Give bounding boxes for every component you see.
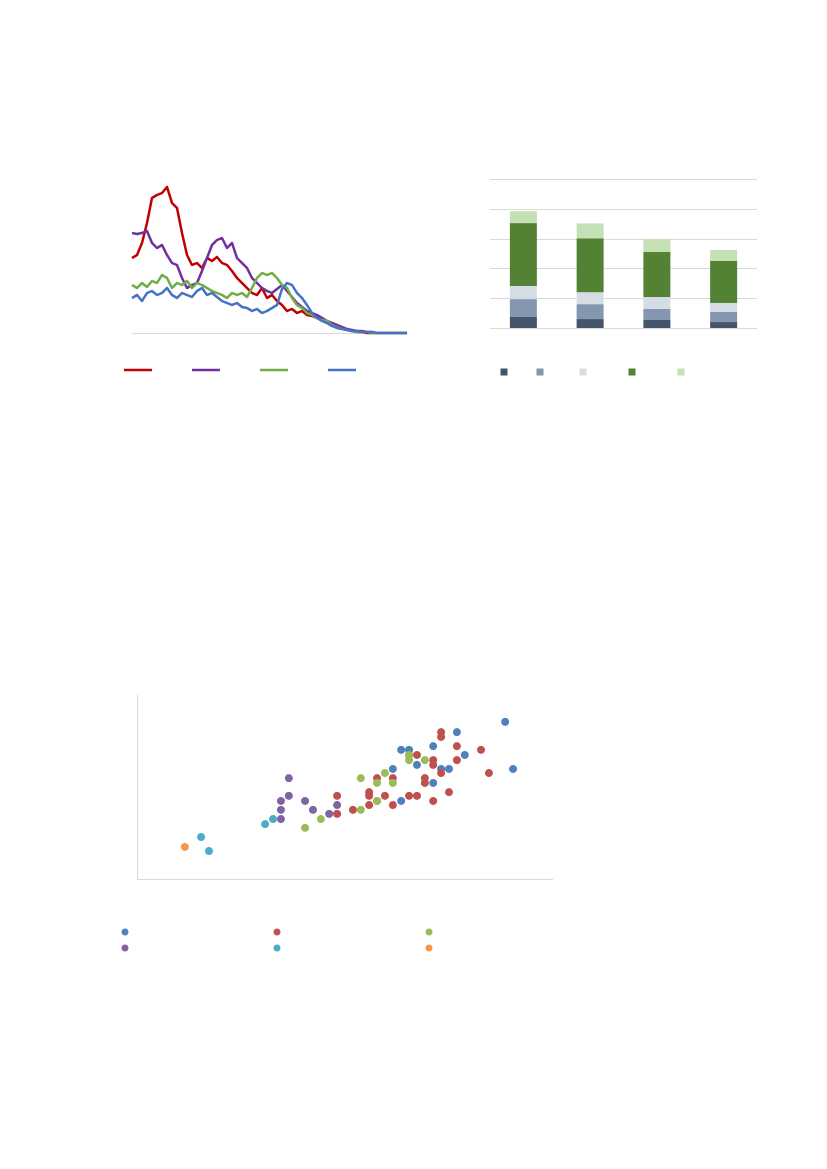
scatter-point xyxy=(477,745,486,754)
scatter-point xyxy=(308,805,317,814)
scatter-point xyxy=(333,791,342,800)
scatter-point xyxy=(397,745,406,754)
scatter-point xyxy=(437,769,446,778)
scatter-point xyxy=(452,742,461,751)
scatter-point xyxy=(420,778,429,787)
legend-swatch xyxy=(121,944,129,952)
scatter-point xyxy=(197,833,206,842)
bar-segment xyxy=(710,249,738,261)
scatter-point xyxy=(452,756,461,765)
scatter-point xyxy=(509,764,518,773)
scatter-point xyxy=(373,778,382,787)
bar-segment xyxy=(643,297,671,309)
scatter-point xyxy=(269,815,278,824)
legend-swatch xyxy=(273,944,281,952)
bar-segment xyxy=(576,304,604,320)
scatter-point xyxy=(276,815,285,824)
bar-segment xyxy=(710,260,738,303)
scatter-point xyxy=(380,791,389,800)
scatter-point xyxy=(405,791,414,800)
scatter-point xyxy=(276,805,285,814)
legend-swatch xyxy=(425,928,433,936)
scatter-point xyxy=(333,801,342,810)
scatter-point xyxy=(429,796,438,805)
legend-swatch xyxy=(273,928,281,936)
legend-swatch xyxy=(425,944,433,952)
scatter-point xyxy=(261,820,270,829)
scatter-point xyxy=(380,769,389,778)
bar-segment xyxy=(509,223,537,286)
scatter-point xyxy=(420,756,429,765)
bar-segment xyxy=(643,308,671,320)
bar-segment xyxy=(710,302,738,312)
scatter-point xyxy=(388,801,397,810)
scatter-point xyxy=(276,796,285,805)
scatter-point xyxy=(301,823,310,832)
scatter-point xyxy=(365,791,374,800)
legend-swatch xyxy=(677,368,685,376)
bar-segment xyxy=(509,299,537,317)
bar-segment xyxy=(576,223,604,239)
scatter-point xyxy=(316,815,325,824)
scatter-point xyxy=(484,769,493,778)
bar-segment xyxy=(643,238,671,253)
legend-swatch xyxy=(579,368,587,376)
scatter-point xyxy=(429,760,438,769)
bar-segment xyxy=(576,238,604,293)
data-line xyxy=(131,229,407,335)
scatter-point xyxy=(429,778,438,787)
bar-segment xyxy=(509,285,537,300)
scatter-point xyxy=(284,774,293,783)
scatter-point xyxy=(501,717,510,726)
scatter-point xyxy=(452,728,461,737)
bar-segment xyxy=(576,292,604,305)
scatter-point xyxy=(180,842,189,851)
data-line xyxy=(131,185,407,335)
legend-swatch xyxy=(628,368,636,376)
data-line xyxy=(131,271,407,335)
scatter-point xyxy=(388,764,397,773)
scatter-point xyxy=(348,805,357,814)
legend-swatch xyxy=(500,368,508,376)
legend-swatch xyxy=(121,928,129,936)
scatter-point xyxy=(445,764,453,773)
scatter-point xyxy=(204,847,213,856)
scatter-point xyxy=(284,791,293,800)
scatter-point xyxy=(356,805,365,814)
scatter-point xyxy=(365,801,374,810)
bar-segment xyxy=(643,319,671,328)
bar-segment xyxy=(710,322,738,328)
scatter-point xyxy=(333,809,342,818)
bar-segment xyxy=(643,252,671,298)
scatter-point xyxy=(373,796,382,805)
scatter-point xyxy=(356,774,365,783)
bar-segment xyxy=(710,311,738,323)
scatter-point xyxy=(325,809,334,818)
scatter-point xyxy=(405,750,414,759)
scatter-point xyxy=(412,791,421,800)
data-line xyxy=(131,281,407,335)
bar-segment xyxy=(576,319,604,328)
scatter-point xyxy=(437,732,446,741)
scatter-point xyxy=(388,778,397,787)
legend-swatch xyxy=(536,368,544,376)
scatter-point xyxy=(397,796,406,805)
scatter-point xyxy=(429,742,438,751)
scatter-point xyxy=(301,796,310,805)
bar-segment xyxy=(509,316,537,328)
bar-segment xyxy=(509,211,537,224)
scatter-point xyxy=(412,750,421,759)
scatter-point xyxy=(445,788,453,797)
scatter-point xyxy=(460,750,469,759)
scatter-point xyxy=(412,760,421,769)
